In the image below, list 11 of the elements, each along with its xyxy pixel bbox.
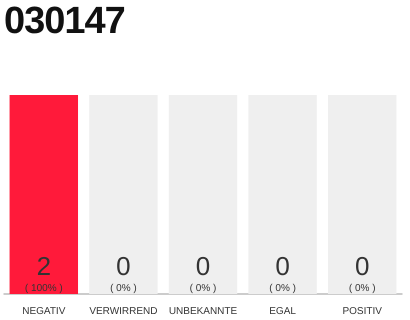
annotation: 0 ( 0% ) xyxy=(110,251,137,294)
x-tick-label: EGAL xyxy=(269,306,296,317)
x-tick-label: NEGATIV xyxy=(22,306,66,317)
x-tick-label: POSITIV xyxy=(342,306,382,317)
x-tick-label: UNBEKANNTE xyxy=(168,306,238,317)
annotation: 0 ( 0% ) xyxy=(269,251,296,294)
annotation: 0 ( 0% ) xyxy=(190,251,216,294)
annotation: 0 ( 0% ) xyxy=(348,251,376,294)
chart-title: 030147 xyxy=(4,0,125,43)
data-label: 2 ( 100% ) xyxy=(24,251,63,294)
x-tick-label: VERWIRREND xyxy=(89,306,158,317)
